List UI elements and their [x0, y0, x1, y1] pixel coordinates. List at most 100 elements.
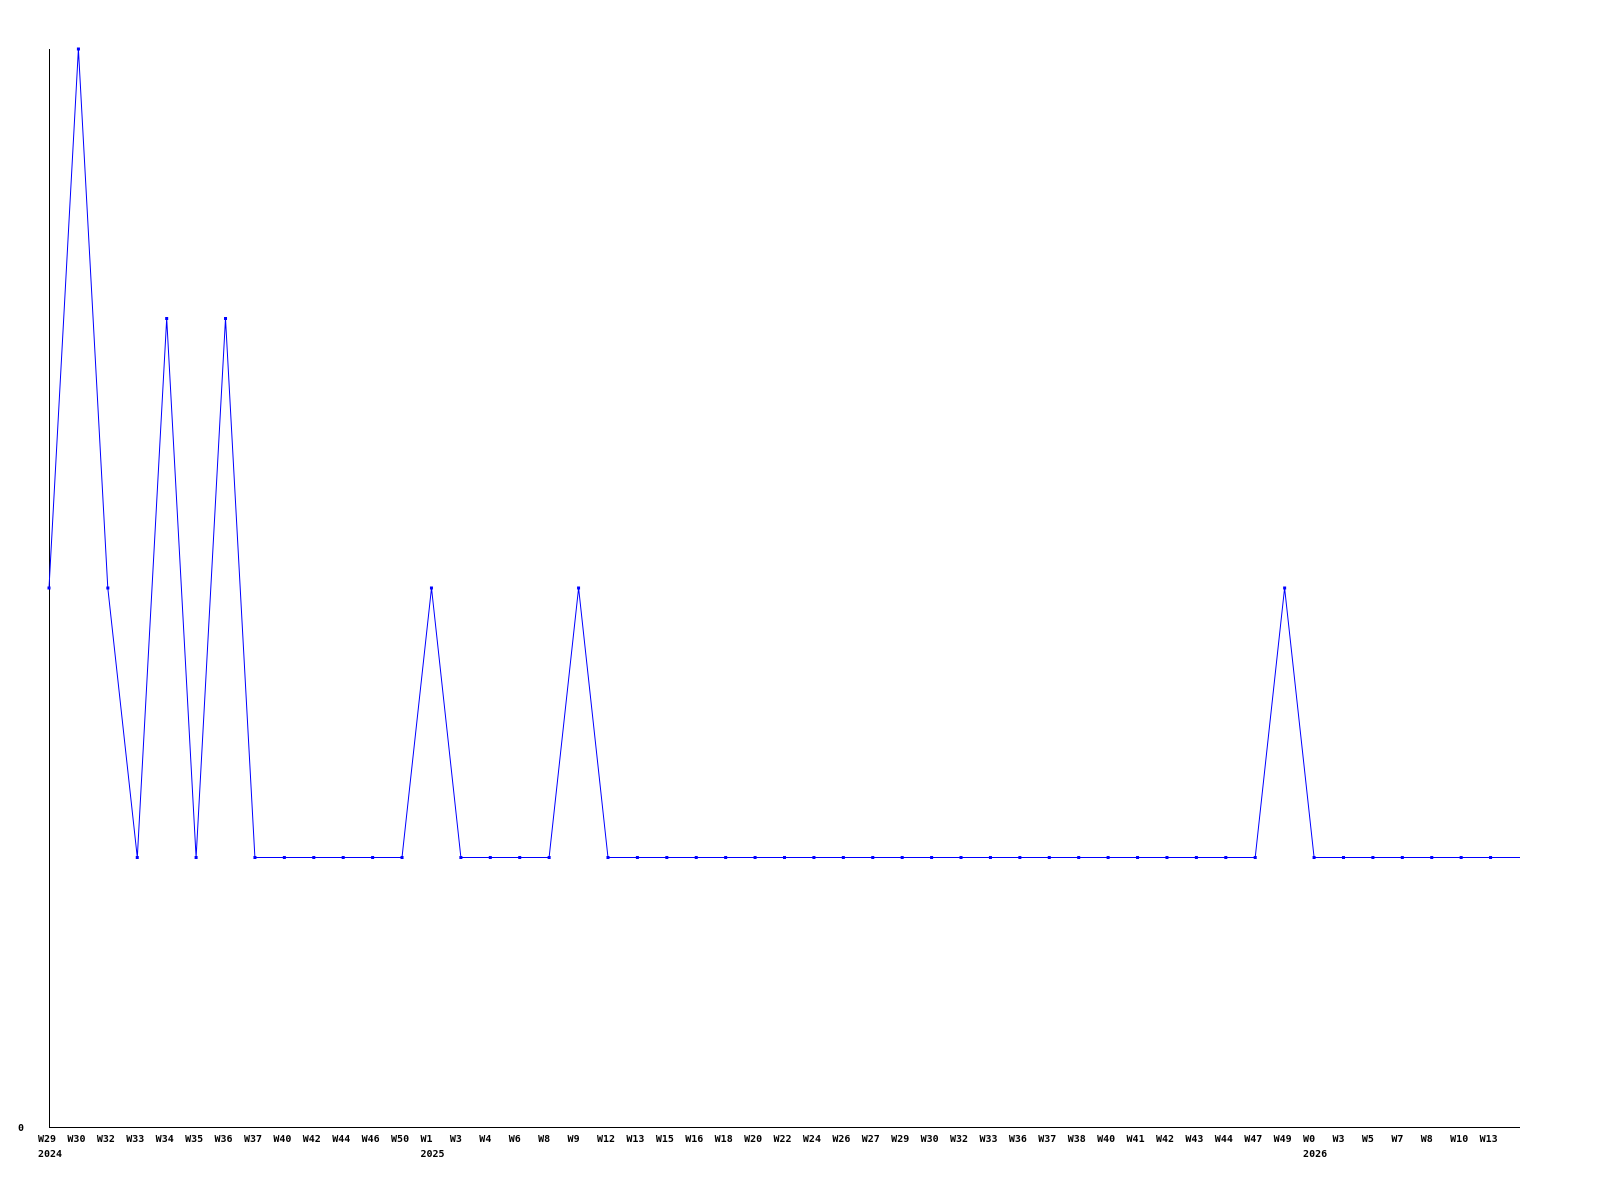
- data-point: [988, 856, 992, 859]
- data-point: [694, 856, 698, 859]
- data-point: [1371, 856, 1375, 859]
- x-tick-label: W49: [1274, 1134, 1292, 1145]
- data-point: [959, 856, 963, 859]
- data-point: [635, 856, 639, 859]
- data-point: [76, 47, 80, 51]
- x-tick-label: W50: [391, 1134, 409, 1145]
- x-tick-label: W44: [332, 1134, 350, 1145]
- x-tick-label: W29: [38, 1134, 56, 1145]
- x-tick-label: W44: [1215, 1134, 1233, 1145]
- y-tick-label: 0: [18, 1123, 24, 1134]
- x-tick-label: W3: [450, 1134, 462, 1145]
- x-tick-label: W0: [1303, 1134, 1315, 1145]
- data-point: [518, 856, 522, 859]
- year-label: 2025: [420, 1149, 444, 1160]
- data-point: [841, 856, 845, 859]
- x-tick-label: W30: [67, 1134, 85, 1145]
- data-point: [753, 856, 757, 859]
- data-point: [900, 856, 904, 859]
- x-tick-label: W3: [1332, 1134, 1344, 1145]
- data-point: [665, 856, 669, 859]
- data-point: [1312, 856, 1316, 859]
- x-tick-label: W18: [715, 1134, 733, 1145]
- x-tick-label: W40: [273, 1134, 291, 1145]
- x-tick-label: W5: [1362, 1134, 1374, 1145]
- data-point: [1400, 856, 1404, 859]
- x-tick-label: W4: [479, 1134, 491, 1145]
- x-tick-label: W32: [97, 1134, 115, 1145]
- data-point: [1194, 856, 1198, 859]
- x-tick-label: W34: [156, 1134, 174, 1145]
- data-point: [1224, 856, 1228, 859]
- data-point: [1136, 856, 1140, 859]
- year-label: 2026: [1303, 1149, 1327, 1160]
- data-point: [312, 856, 316, 859]
- data-point: [1489, 856, 1493, 859]
- series-line: [48, 48, 1520, 858]
- data-point: [812, 856, 816, 859]
- x-tick-label: W7: [1391, 1134, 1403, 1145]
- x-tick-label: W33: [126, 1134, 144, 1145]
- data-point: [1430, 856, 1434, 859]
- x-tick-label: W41: [1127, 1134, 1145, 1145]
- data-point: [724, 856, 728, 859]
- x-tick-label: W15: [656, 1134, 674, 1145]
- data-point: [577, 586, 581, 590]
- x-tick-label: W8: [538, 1134, 550, 1145]
- data-point: [547, 856, 551, 859]
- data-point: [459, 856, 463, 859]
- x-tick-label: W42: [303, 1134, 321, 1145]
- x-tick-label: W46: [362, 1134, 380, 1145]
- x-tick-label: W22: [774, 1134, 792, 1145]
- data-point: [253, 856, 257, 859]
- x-tick-label: W24: [803, 1134, 821, 1145]
- x-tick-label: W43: [1185, 1134, 1203, 1145]
- x-tick-label: W8: [1421, 1134, 1433, 1145]
- x-tick-label: W40: [1097, 1134, 1115, 1145]
- data-point: [488, 856, 492, 859]
- x-tick-label: W13: [626, 1134, 644, 1145]
- x-tick-label: W32: [950, 1134, 968, 1145]
- data-point: [1047, 856, 1051, 859]
- data-point: [1283, 586, 1287, 590]
- x-tick-label: W33: [979, 1134, 997, 1145]
- data-point: [783, 856, 786, 859]
- data-point: [106, 586, 110, 590]
- x-tick-label: W36: [215, 1134, 233, 1145]
- data-point: [400, 856, 404, 859]
- x-tick-label: W6: [509, 1134, 521, 1145]
- data-point: [1253, 856, 1257, 859]
- x-tick-label: W12: [597, 1134, 615, 1145]
- data-point: [930, 856, 934, 859]
- x-tick-label: W37: [244, 1134, 262, 1145]
- data-point: [224, 317, 228, 320]
- x-tick-label: W13: [1480, 1134, 1498, 1145]
- x-tick-label: W30: [921, 1134, 939, 1145]
- data-point: [871, 856, 875, 859]
- data-point: [341, 856, 345, 859]
- x-tick-label: W38: [1068, 1134, 1086, 1145]
- data-point: [47, 586, 51, 590]
- data-point: [1106, 856, 1110, 859]
- data-point: [1077, 856, 1081, 859]
- x-tick-label: W35: [185, 1134, 203, 1145]
- x-tick-label: W9: [568, 1134, 580, 1145]
- data-point: [282, 856, 286, 859]
- x-tick-label: W29: [891, 1134, 909, 1145]
- data-point: [1165, 856, 1169, 859]
- x-tick-label: W36: [1009, 1134, 1027, 1145]
- x-tick-label: W16: [685, 1134, 703, 1145]
- x-tick-label: W42: [1156, 1134, 1174, 1145]
- data-point: [606, 856, 610, 859]
- x-tick-label: W20: [744, 1134, 762, 1145]
- x-tick-label: W10: [1450, 1134, 1468, 1145]
- data-point: [1341, 856, 1345, 859]
- data-point: [135, 856, 139, 859]
- year-label: 2024: [38, 1149, 62, 1160]
- x-tick-label: W27: [862, 1134, 880, 1145]
- data-point: [429, 586, 433, 590]
- data-point: [1018, 856, 1022, 859]
- x-tick-label: W26: [832, 1134, 850, 1145]
- x-tick-label: W37: [1038, 1134, 1056, 1145]
